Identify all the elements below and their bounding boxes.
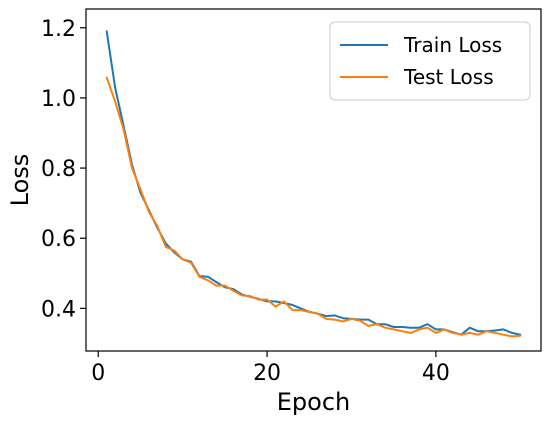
series-line-test-loss [105, 76, 522, 338]
x-tick-label: 40 [422, 361, 450, 386]
plot-lines [105, 30, 522, 338]
plot-frame [85, 8, 542, 352]
y-tick-label: 0.6 [41, 227, 76, 252]
legend: Train Loss Test Loss [329, 21, 531, 101]
y-tick-label: 0.4 [41, 297, 76, 322]
y-axis: 0.4 0.6 0.8 1.0 1.2 [41, 17, 86, 322]
y-tick-label: 1.2 [41, 17, 76, 42]
y-tick-label: 0.8 [41, 157, 76, 182]
legend-label: Test Loss [403, 65, 494, 89]
x-axis: 0 20 40 [91, 351, 450, 386]
x-tick-label: 0 [91, 361, 105, 386]
legend-box [329, 21, 531, 101]
y-tick-label: 1.0 [41, 87, 76, 112]
x-tick-label: 20 [253, 361, 281, 386]
legend-label: Train Loss [403, 33, 502, 57]
x-axis-label: Epoch [277, 388, 351, 416]
y-axis-label: Loss [6, 154, 34, 207]
